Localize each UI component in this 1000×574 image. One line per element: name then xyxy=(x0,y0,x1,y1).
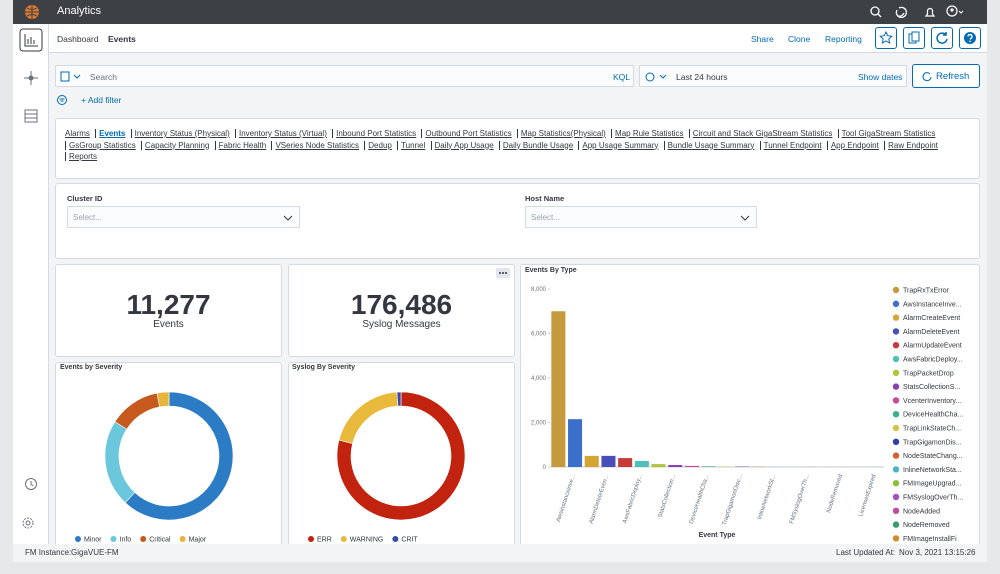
time-range: Last 24 hours xyxy=(676,72,728,82)
report-link[interactable]: Reports xyxy=(65,152,101,161)
clone-link[interactable]: Clone xyxy=(788,34,811,44)
report-link[interactable]: Bundle Usage Summary xyxy=(663,140,758,150)
time-picker[interactable]: Last 24 hours Show dates xyxy=(639,65,907,87)
updated-time: Nov 3, 2021 13:15:26 xyxy=(899,548,976,557)
control-label: Host Name xyxy=(525,194,565,203)
report-link[interactable]: Dedup xyxy=(364,140,395,150)
links-panel: Alarms Events Inventory Status (Physical… xyxy=(55,118,980,179)
share-link[interactable]: Share xyxy=(751,34,774,44)
report-link[interactable]: Daily App Usage xyxy=(430,140,497,150)
chart-panel xyxy=(55,362,282,547)
instance-label: FM Instance: xyxy=(25,548,72,557)
report-link[interactable]: Circuit and Stack GigaStream Statistics xyxy=(688,129,836,138)
help-button[interactable] xyxy=(959,27,981,49)
side-icons[interactable] xyxy=(13,24,49,544)
metric-value: 11,277 xyxy=(126,289,211,320)
select-placeholder: Select... xyxy=(73,213,102,222)
report-link[interactable]: Tool GigaStream Statistics xyxy=(837,129,939,138)
report-link[interactable]: Alarms xyxy=(65,129,90,138)
search-bar[interactable]: Search KQL xyxy=(55,65,634,87)
top-bar: Analytics xyxy=(13,0,987,24)
report-link[interactable]: VSeries Node Statistics xyxy=(271,140,363,150)
metric-value: 176,486 xyxy=(350,289,453,320)
report-link[interactable]: Map Statistics(Physical) xyxy=(516,129,609,138)
breadcrumb-bar: Dashboard Events Share Clone Reporting xyxy=(49,24,987,53)
search-placeholder: Search xyxy=(90,72,117,82)
controls-panel: Cluster ID Select... Host Name Select... xyxy=(55,183,980,259)
refresh-query-button[interactable]: Refresh xyxy=(912,64,980,88)
instance-name: GigaVUE-FM xyxy=(71,548,119,557)
report-link[interactable]: App Usage Summary xyxy=(578,140,662,150)
filter-icon[interactable] xyxy=(56,94,70,106)
report-link[interactable]: Tunnel xyxy=(397,140,429,150)
report-link[interactable]: App Endpoint xyxy=(826,140,882,150)
updated-label: Last Updated At: xyxy=(836,548,896,557)
kql-toggle[interactable]: KQL xyxy=(613,72,631,82)
report-link[interactable]: GsGroup Statistics xyxy=(65,140,139,150)
favorite-button[interactable] xyxy=(875,27,897,49)
refresh-button[interactable] xyxy=(931,27,953,49)
chart-panel xyxy=(288,362,515,547)
report-link[interactable]: Fabric Health xyxy=(214,140,270,150)
cluster-select[interactable]: Select... xyxy=(67,206,300,228)
top-icons[interactable] xyxy=(868,5,978,19)
metric-panel: 11,277 Events xyxy=(55,264,282,357)
breadcrumb: Events xyxy=(108,34,136,44)
report-link[interactable]: Daily Bundle Usage xyxy=(498,140,577,150)
host-select[interactable]: Select... xyxy=(525,206,757,228)
footer: FM Instance: GigaVUE-FM Last Updated At:… xyxy=(13,544,987,562)
show-dates[interactable]: Show dates xyxy=(858,72,903,82)
report-link[interactable]: Inbound Port Statistics xyxy=(332,129,420,138)
metric-label: Syslog Messages xyxy=(362,319,441,330)
breadcrumb[interactable]: Dashboard xyxy=(57,34,99,44)
link-list: Alarms Events Inventory Status (Physical… xyxy=(65,128,975,163)
report-link[interactable]: Inventory Status (Virtual) xyxy=(234,129,330,138)
copy-button[interactable] xyxy=(903,27,925,49)
report-link[interactable]: Events xyxy=(95,129,129,138)
logo xyxy=(25,5,39,19)
select-placeholder: Select... xyxy=(531,213,560,222)
report-link[interactable]: Outbound Port Statistics xyxy=(421,129,515,138)
metric-label: Events xyxy=(153,319,184,330)
panel-menu[interactable] xyxy=(496,268,510,278)
report-link[interactable]: Tunnel Endpoint xyxy=(759,140,825,150)
control-label: Cluster ID xyxy=(67,194,103,203)
refresh-label: Refresh xyxy=(936,71,970,82)
report-link[interactable]: Inventory Status (Physical) xyxy=(130,129,233,138)
reporting-link[interactable]: Reporting xyxy=(825,34,862,44)
report-link[interactable]: Capacity Planning xyxy=(140,140,213,150)
report-link[interactable]: Map Rule Statistics xyxy=(611,129,687,138)
side-nav xyxy=(13,24,49,544)
chart-panel xyxy=(520,264,980,547)
app-title: Analytics xyxy=(57,5,102,17)
metric-panel: 176,486 Syslog Messages xyxy=(288,264,515,357)
add-filter[interactable]: + Add filter xyxy=(81,95,122,105)
report-link[interactable]: Raw Endpoint xyxy=(884,140,941,150)
